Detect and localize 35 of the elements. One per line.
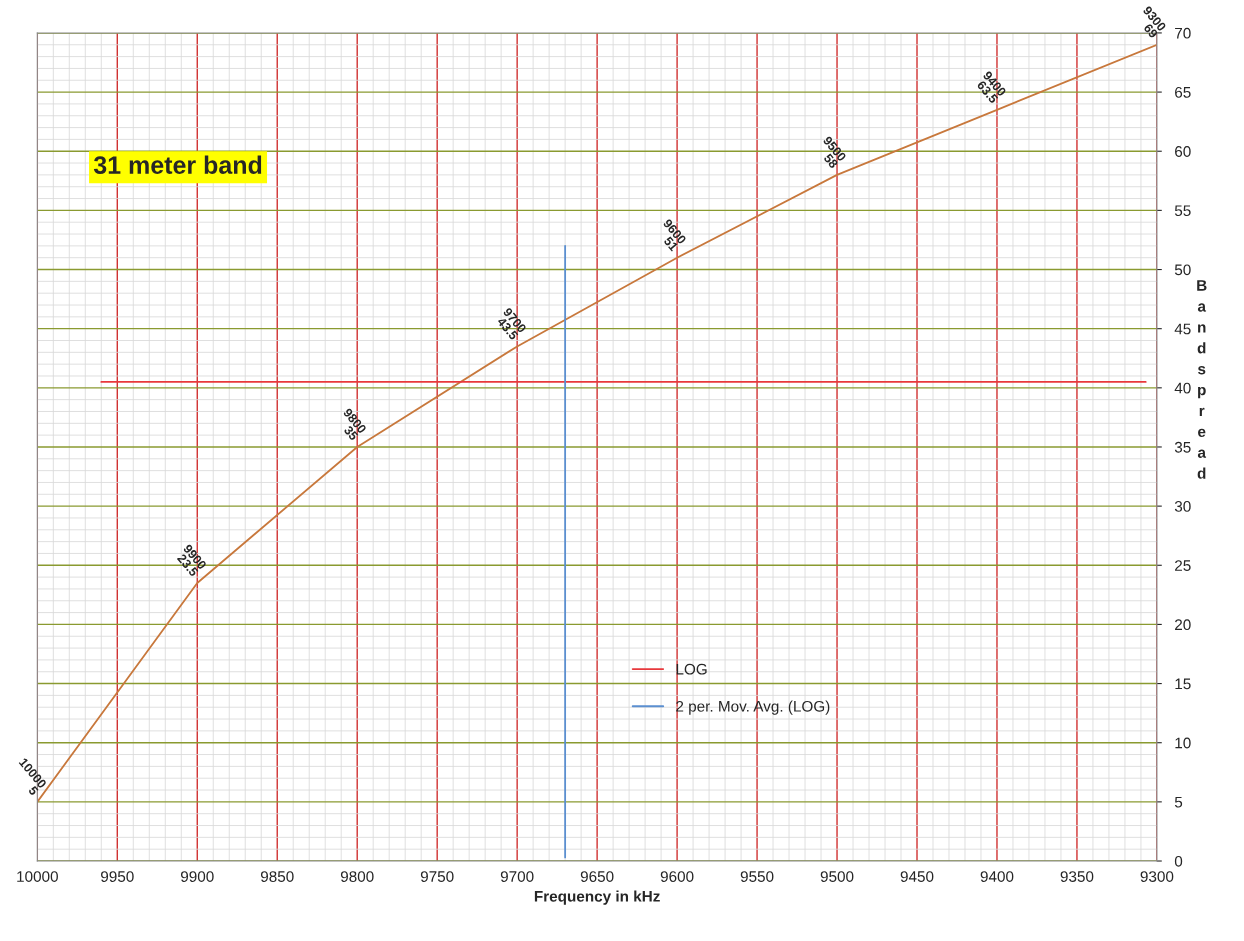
y-tick-label: 60 — [1175, 146, 1191, 157]
annotation: 31 meter band — [93, 155, 262, 174]
y-tick-label: 45 — [1174, 323, 1191, 335]
x-tick-label: 9650 — [580, 871, 614, 882]
legend-label: LOG — [676, 663, 707, 675]
y-tick-label: 30 — [1174, 500, 1191, 512]
y-tick-label: 55 — [1174, 205, 1191, 217]
x-tick-label: 9550 — [740, 871, 774, 882]
y-tick-label: 70 — [1175, 27, 1191, 39]
y-tick-label: 40 — [1174, 382, 1191, 394]
text: Bandspread — [1197, 280, 1207, 479]
x-tick-label: 9750 — [420, 871, 454, 882]
x-tick-label: 10000 — [17, 871, 58, 882]
x-tick-label: 9400 — [980, 871, 1014, 882]
x-axis-title: Frequency in kHz — [534, 890, 660, 905]
x-tick-label: 9450 — [900, 871, 934, 882]
y-tick-label: 25 — [1175, 560, 1191, 571]
y-tick-label: 0 — [1174, 855, 1183, 867]
x-tick-label: 9300 — [1140, 871, 1174, 882]
legend-label: 2 per. Mov. Avg. (LOG) — [676, 700, 830, 715]
y-tick-label: 10 — [1175, 737, 1191, 749]
x-tick-label: 9850 — [260, 871, 294, 882]
y-tick-label: 5 — [1174, 796, 1183, 808]
x-tick-label: 9700 — [500, 871, 534, 882]
x-tick-label: 9800 — [340, 871, 374, 882]
x-tick-label: 9350 — [1060, 871, 1094, 882]
x-tick-label: 9500 — [820, 871, 854, 882]
x-tick-label: 9600 — [660, 871, 694, 882]
y-tick-label: 50 — [1174, 264, 1191, 276]
y-tick-label: 15 — [1175, 678, 1191, 690]
x-tick-label: 9950 — [101, 871, 134, 882]
y-tick-label: 65 — [1175, 86, 1191, 98]
y-tick-label: 35 — [1174, 441, 1191, 453]
x-tick-label: 9900 — [180, 871, 214, 882]
y-tick-label: 20 — [1175, 619, 1191, 631]
